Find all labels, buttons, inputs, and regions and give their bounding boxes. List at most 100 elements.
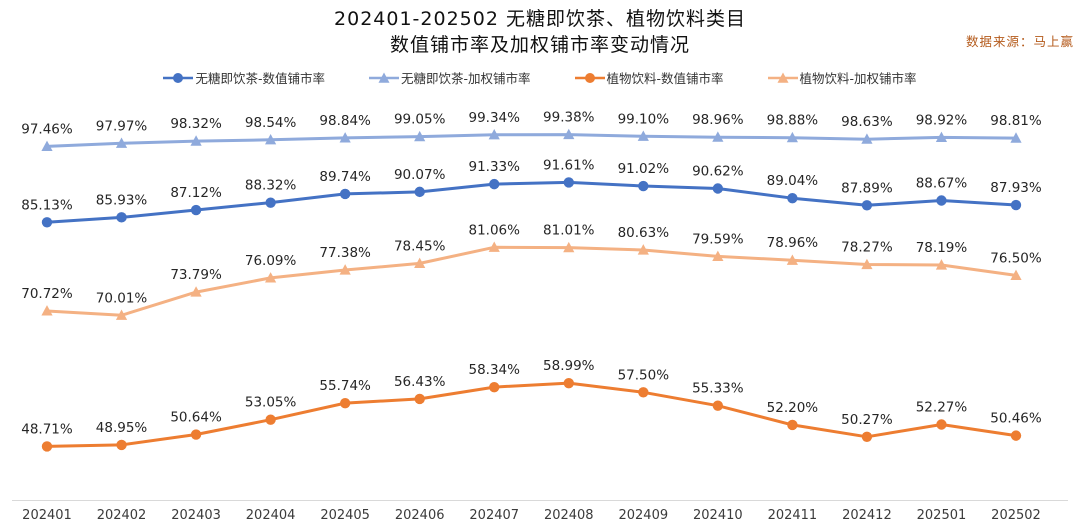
data-label: 78.19% bbox=[916, 240, 968, 256]
series-2-point bbox=[190, 429, 202, 440]
data-label: 77.38% bbox=[319, 245, 371, 261]
data-label: 85.93% bbox=[96, 192, 148, 208]
data-label: 87.93% bbox=[990, 180, 1042, 196]
series-1-point bbox=[563, 128, 575, 140]
series-2-point bbox=[563, 377, 574, 389]
series-3-point bbox=[563, 241, 575, 253]
data-label: 50.46% bbox=[990, 411, 1042, 427]
series-1-point bbox=[861, 133, 873, 144]
data-label: 91.61% bbox=[543, 157, 595, 173]
legend-label: 植物饮料-数值铺市率 bbox=[606, 71, 724, 86]
data-label: 81.06% bbox=[468, 222, 520, 238]
series-2-point bbox=[712, 400, 724, 411]
data-label: 99.05% bbox=[394, 112, 446, 128]
series-0-point bbox=[638, 180, 649, 192]
data-source-label: 数据来源：马上赢 bbox=[965, 34, 1074, 49]
data-label: 98.92% bbox=[916, 112, 968, 128]
data-label: 99.10% bbox=[618, 111, 670, 127]
series-3-point bbox=[935, 259, 948, 270]
series-line-3 bbox=[45, 245, 1018, 317]
data-label: 87.12% bbox=[170, 185, 222, 201]
series-0-point bbox=[41, 217, 53, 228]
series-2-point bbox=[787, 419, 798, 431]
series-0-point bbox=[339, 188, 351, 200]
data-label: 48.95% bbox=[96, 420, 148, 436]
data-label: 98.54% bbox=[245, 115, 297, 131]
x-axis-label: 202402 bbox=[97, 508, 147, 523]
triangle-marker-icon bbox=[767, 72, 798, 83]
x-axis-label: 202502 bbox=[991, 508, 1041, 523]
data-label: 97.46% bbox=[21, 121, 73, 137]
data-label: 98.96% bbox=[692, 112, 744, 128]
data-label: 91.02% bbox=[618, 161, 670, 177]
data-label: 87.89% bbox=[841, 180, 893, 196]
chart-title-line2: 数值铺市率及加权铺市率变动情况 bbox=[389, 34, 690, 56]
legend-item-2: 植物饮料-数值铺市率 bbox=[574, 68, 724, 87]
series-3-point bbox=[414, 257, 426, 268]
chart-legend: 无糖即饮茶-数值铺市率 无糖即饮茶-加权铺市率 植物饮料-数值铺市率 植物饮料-加权铺… bbox=[0, 68, 1080, 87]
data-label: 99.34% bbox=[468, 110, 520, 126]
legend-item-3: 植物饮料-加权铺市率 bbox=[767, 68, 917, 87]
data-label: 98.84% bbox=[319, 113, 371, 129]
series-0-point bbox=[116, 212, 127, 223]
series-1-point bbox=[190, 135, 202, 146]
series-2-point bbox=[265, 414, 276, 425]
series-1-point bbox=[786, 131, 798, 143]
x-axis-label: 202403 bbox=[171, 508, 221, 523]
series-2-point bbox=[638, 387, 649, 398]
data-label: 58.34% bbox=[468, 362, 520, 378]
series-2-point bbox=[41, 441, 53, 452]
data-label: 73.79% bbox=[170, 267, 222, 283]
series-2-point bbox=[1010, 430, 1022, 441]
data-label: 76.09% bbox=[245, 253, 297, 269]
series-1-point bbox=[935, 131, 948, 143]
series-0-point bbox=[563, 177, 574, 188]
data-label: 88.67% bbox=[916, 175, 968, 191]
data-label: 85.13% bbox=[21, 197, 73, 213]
legend-label: 无糖即饮茶-加权铺市率 bbox=[400, 71, 531, 86]
data-label: 53.05% bbox=[245, 395, 297, 411]
data-label: 78.45% bbox=[394, 238, 446, 254]
data-label: 78.96% bbox=[767, 235, 819, 251]
series-0-point bbox=[190, 204, 202, 216]
x-axis-label: 202408 bbox=[544, 508, 594, 523]
series-1-point bbox=[712, 131, 724, 142]
series-1-point bbox=[1010, 132, 1022, 143]
x-axis-label: 202404 bbox=[246, 508, 296, 523]
series-3-point bbox=[712, 250, 724, 261]
series-3-point bbox=[339, 264, 351, 275]
series-0-point bbox=[489, 178, 500, 190]
data-label: 97.97% bbox=[96, 118, 148, 134]
series-2-point bbox=[936, 419, 947, 430]
data-label: 78.27% bbox=[841, 239, 893, 255]
x-axis-label: 202411 bbox=[768, 508, 818, 523]
series-3-point bbox=[190, 286, 202, 297]
x-axis-label: 202405 bbox=[320, 508, 370, 523]
legend-item-0: 无糖即饮茶-数值铺市率 bbox=[163, 68, 325, 87]
data-label: 50.27% bbox=[841, 412, 893, 428]
series-3-point bbox=[1010, 269, 1022, 280]
data-label: 88.32% bbox=[245, 178, 297, 194]
series-0-point bbox=[787, 193, 798, 204]
series-0-point bbox=[712, 183, 724, 194]
series-line-1 bbox=[45, 133, 1018, 148]
data-label: 52.20% bbox=[767, 400, 819, 416]
series-1-point bbox=[265, 133, 277, 145]
series-1-point bbox=[414, 130, 426, 142]
data-label: 98.63% bbox=[841, 114, 893, 130]
circle-marker-icon bbox=[163, 72, 194, 83]
x-axis-label: 202412 bbox=[842, 508, 892, 523]
circle-marker-icon bbox=[574, 72, 605, 83]
chart-title-line1: 202401-202502 无糖即饮茶、植物饮料类目 bbox=[334, 8, 746, 30]
series-0-point bbox=[1010, 199, 1022, 211]
series-2-point bbox=[861, 431, 873, 442]
x-axis-label: 202409 bbox=[618, 508, 668, 523]
x-axis-label: 202407 bbox=[469, 508, 519, 523]
data-label: 99.38% bbox=[543, 110, 595, 126]
data-label: 98.32% bbox=[170, 116, 222, 132]
x-axis-label: 202406 bbox=[395, 508, 445, 523]
data-label: 98.81% bbox=[990, 113, 1042, 129]
series-1-point bbox=[488, 129, 500, 140]
